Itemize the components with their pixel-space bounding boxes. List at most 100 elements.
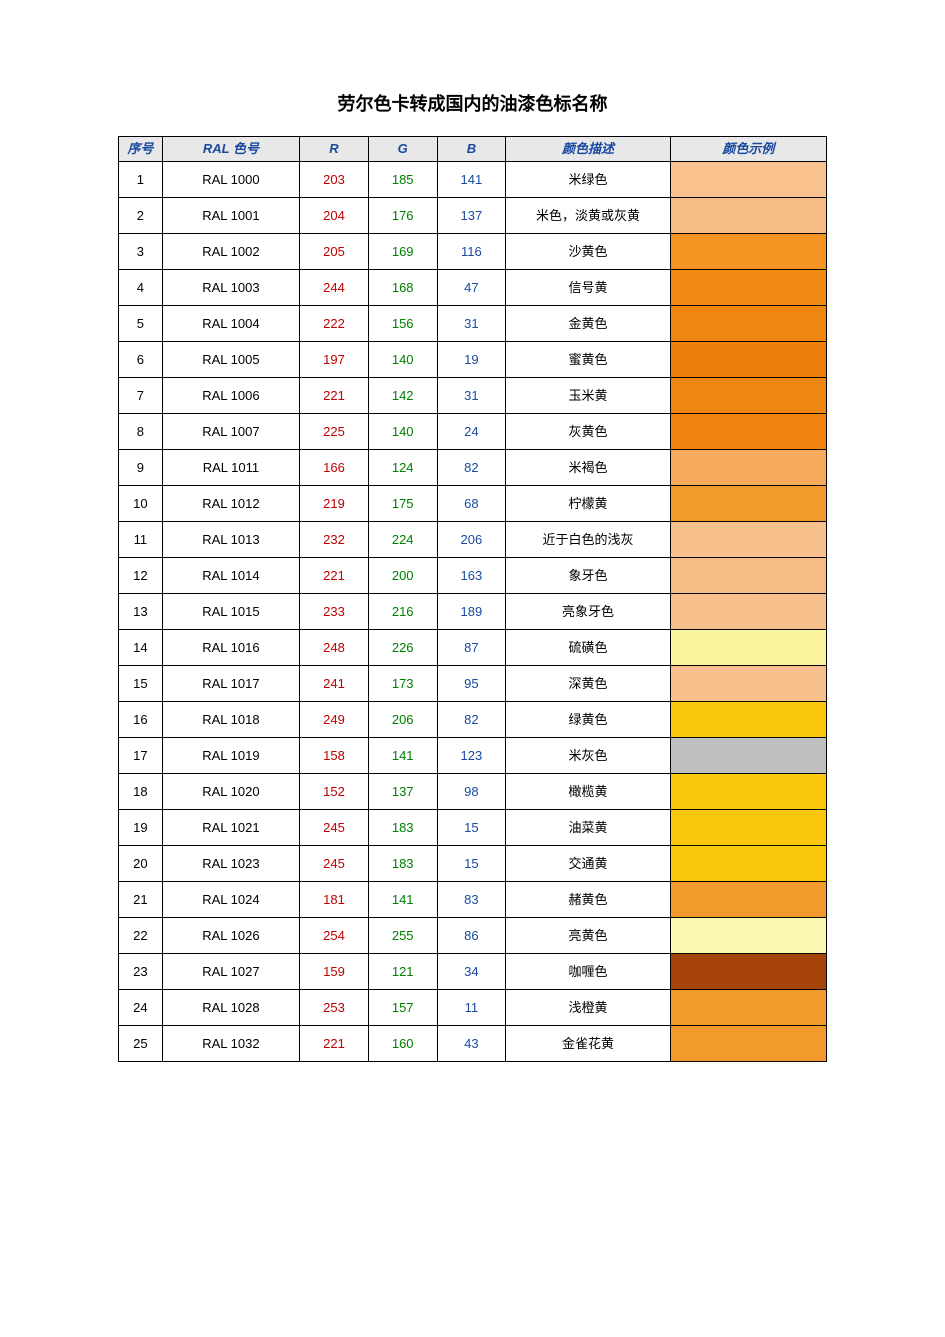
cell-idx: 14 — [119, 630, 163, 666]
cell-g: 168 — [368, 270, 437, 306]
cell-ral: RAL 1003 — [162, 270, 299, 306]
cell-ral: RAL 1027 — [162, 954, 299, 990]
cell-idx: 17 — [119, 738, 163, 774]
cell-r: 245 — [300, 810, 369, 846]
cell-b: 11 — [437, 990, 506, 1026]
cell-ral: RAL 1026 — [162, 918, 299, 954]
col-header-idx: 序号 — [119, 137, 163, 162]
cell-swatch — [670, 774, 826, 810]
table-row: 11RAL 1013232224206近于白色的浅灰 — [119, 522, 827, 558]
cell-r: 245 — [300, 846, 369, 882]
cell-r: 221 — [300, 558, 369, 594]
cell-ral: RAL 1020 — [162, 774, 299, 810]
cell-b: 137 — [437, 198, 506, 234]
cell-desc: 咖喱色 — [506, 954, 671, 990]
cell-desc: 深黄色 — [506, 666, 671, 702]
cell-g: 175 — [368, 486, 437, 522]
cell-r: 232 — [300, 522, 369, 558]
cell-b: 47 — [437, 270, 506, 306]
table-row: 6RAL 100519714019蜜黄色 — [119, 342, 827, 378]
table-row: 25RAL 103222116043金雀花黄 — [119, 1026, 827, 1062]
cell-b: 163 — [437, 558, 506, 594]
cell-ral: RAL 1032 — [162, 1026, 299, 1062]
cell-ral: RAL 1028 — [162, 990, 299, 1026]
cell-swatch — [670, 162, 826, 198]
cell-desc: 米绿色 — [506, 162, 671, 198]
cell-g: 157 — [368, 990, 437, 1026]
table-row: 5RAL 100422215631金黄色 — [119, 306, 827, 342]
cell-g: 140 — [368, 414, 437, 450]
cell-idx: 10 — [119, 486, 163, 522]
cell-b: 83 — [437, 882, 506, 918]
cell-r: 152 — [300, 774, 369, 810]
cell-g: 141 — [368, 738, 437, 774]
cell-g: 121 — [368, 954, 437, 990]
cell-ral: RAL 1006 — [162, 378, 299, 414]
cell-ral: RAL 1007 — [162, 414, 299, 450]
table-row: 18RAL 102015213798橄榄黄 — [119, 774, 827, 810]
cell-g: 255 — [368, 918, 437, 954]
table-row: 10RAL 101221917568柠檬黄 — [119, 486, 827, 522]
cell-idx: 15 — [119, 666, 163, 702]
cell-idx: 3 — [119, 234, 163, 270]
page: 劳尔色卡转成国内的油漆色标名称 序号 RAL 色号 R G B 颜色描述 颜色示… — [0, 0, 945, 1262]
cell-ral: RAL 1014 — [162, 558, 299, 594]
cell-r: 159 — [300, 954, 369, 990]
cell-r: 225 — [300, 414, 369, 450]
cell-desc: 浅橙黄 — [506, 990, 671, 1026]
cell-g: 176 — [368, 198, 437, 234]
cell-idx: 16 — [119, 702, 163, 738]
page-title: 劳尔色卡转成国内的油漆色标名称 — [118, 90, 827, 116]
cell-b: 95 — [437, 666, 506, 702]
table-row: 22RAL 102625425586亮黄色 — [119, 918, 827, 954]
cell-r: 203 — [300, 162, 369, 198]
cell-desc: 金黄色 — [506, 306, 671, 342]
cell-r: 166 — [300, 450, 369, 486]
table-row: 16RAL 101824920682绿黄色 — [119, 702, 827, 738]
cell-desc: 沙黄色 — [506, 234, 671, 270]
table-row: 1RAL 1000203185141米绿色 — [119, 162, 827, 198]
cell-desc: 蜜黄色 — [506, 342, 671, 378]
cell-idx: 12 — [119, 558, 163, 594]
cell-idx: 23 — [119, 954, 163, 990]
cell-swatch — [670, 882, 826, 918]
cell-idx: 8 — [119, 414, 163, 450]
cell-desc: 信号黄 — [506, 270, 671, 306]
cell-desc: 绿黄色 — [506, 702, 671, 738]
cell-b: 87 — [437, 630, 506, 666]
cell-r: 219 — [300, 486, 369, 522]
cell-ral: RAL 1017 — [162, 666, 299, 702]
cell-r: 254 — [300, 918, 369, 954]
table-row: 7RAL 100622114231玉米黄 — [119, 378, 827, 414]
cell-idx: 13 — [119, 594, 163, 630]
cell-swatch — [670, 630, 826, 666]
cell-r: 244 — [300, 270, 369, 306]
cell-ral: RAL 1015 — [162, 594, 299, 630]
cell-idx: 7 — [119, 378, 163, 414]
cell-swatch — [670, 270, 826, 306]
cell-g: 124 — [368, 450, 437, 486]
cell-swatch — [670, 234, 826, 270]
cell-ral: RAL 1012 — [162, 486, 299, 522]
table-row: 3RAL 1002205169116沙黄色 — [119, 234, 827, 270]
cell-b: 98 — [437, 774, 506, 810]
cell-r: 181 — [300, 882, 369, 918]
cell-swatch — [670, 738, 826, 774]
cell-b: 123 — [437, 738, 506, 774]
cell-g: 137 — [368, 774, 437, 810]
table-row: 19RAL 102124518315油菜黄 — [119, 810, 827, 846]
cell-swatch — [670, 486, 826, 522]
cell-desc: 交通黄 — [506, 846, 671, 882]
cell-r: 221 — [300, 1026, 369, 1062]
cell-ral: RAL 1002 — [162, 234, 299, 270]
cell-desc: 米色，淡黄或灰黄 — [506, 198, 671, 234]
cell-swatch — [670, 522, 826, 558]
cell-desc: 金雀花黄 — [506, 1026, 671, 1062]
cell-ral: RAL 1013 — [162, 522, 299, 558]
cell-g: 185 — [368, 162, 437, 198]
cell-desc: 近于白色的浅灰 — [506, 522, 671, 558]
col-header-r: R — [300, 137, 369, 162]
cell-swatch — [670, 594, 826, 630]
cell-g: 160 — [368, 1026, 437, 1062]
table-body: 1RAL 1000203185141米绿色2RAL 1001204176137米… — [119, 162, 827, 1062]
